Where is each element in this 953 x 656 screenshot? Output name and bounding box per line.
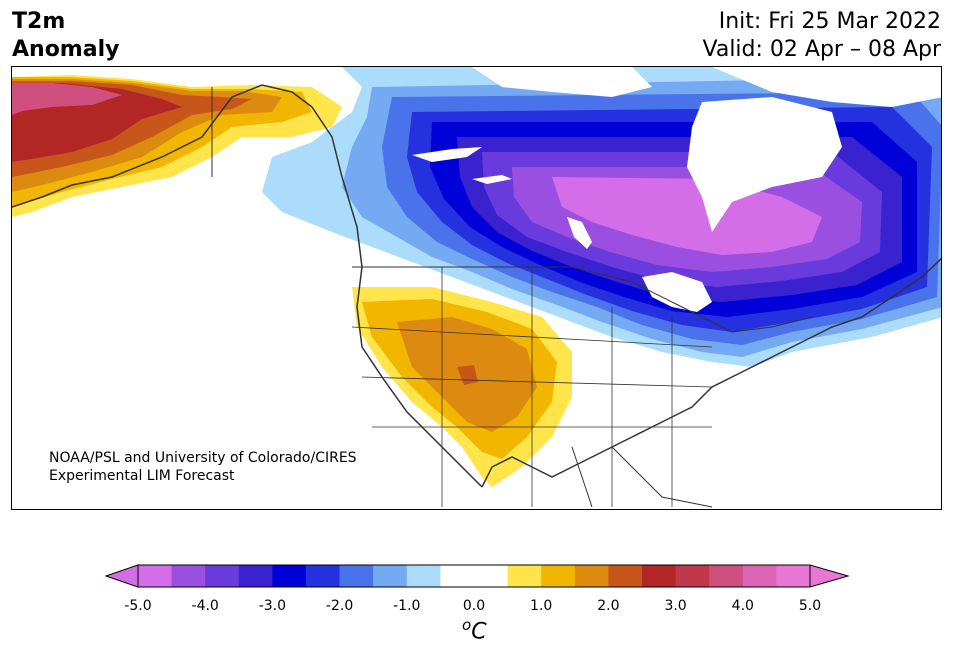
canada-cold-region (262, 67, 941, 367)
colorbar-min-arrow (104, 564, 139, 588)
anomaly-map (11, 66, 942, 510)
colorbar-cell (608, 565, 643, 587)
title-line-1: T2m (12, 9, 66, 34)
colorbar-tick-label: 4.0 (731, 598, 754, 614)
colorbar-cell (776, 565, 811, 587)
unit-base: C (471, 619, 487, 645)
colorbar-tick-label: 5.0 (798, 598, 822, 614)
colorbar-cell (507, 565, 542, 587)
valid-range: Valid: 02 Apr – 08 Apr (702, 37, 942, 62)
map-borders (12, 84, 941, 508)
colorbar-tick-label: 2.0 (597, 598, 620, 614)
title-line-2: Anomaly (12, 37, 120, 62)
unit-label: oC (462, 616, 487, 644)
colorbar-cell (574, 565, 609, 587)
colorbar-cell (272, 565, 307, 587)
colorbar-cell (541, 565, 576, 587)
colorbar-cell (709, 565, 744, 587)
southwest-warm-region (352, 287, 572, 487)
colorbar-cell (742, 565, 777, 587)
colorbar (104, 564, 850, 588)
colorbar-tick-label: 0.0 (462, 598, 486, 614)
colorbar-cell (373, 565, 408, 587)
colorbar-tick-label: -3.0 (258, 598, 287, 614)
colorbar-tick-label: 3.0 (664, 598, 687, 614)
credit-line-1: NOAA/PSL and University of Colorado/CIRE… (49, 450, 357, 466)
init-date: Init: Fri 25 Mar 2022 (718, 9, 941, 34)
colorbar-tick-label: -5.0 (124, 598, 152, 614)
colorbar-cell (440, 565, 475, 587)
colorbar-cell (138, 565, 173, 587)
colorbar-cell (238, 565, 273, 587)
colorbar-cell (642, 565, 677, 587)
colorbar-cell (205, 565, 240, 587)
credit-text: NOAA/PSL and University of Colorado/CIRE… (49, 449, 357, 485)
colorbar-tick-label: -1.0 (393, 598, 421, 614)
colorbar-cell (339, 565, 374, 587)
forecast-dates: Init: Fri 25 Mar 2022 Valid: 02 Apr – 08… (703, 8, 942, 64)
map-canvas (12, 67, 941, 508)
map-title: T2m Anomaly (12, 8, 119, 64)
colorbar-tick-label: 1.0 (530, 598, 553, 614)
colorbar-cell (474, 565, 509, 587)
colorbar-cell (306, 565, 341, 587)
alaska-warm-region (12, 75, 342, 217)
credit-line-2: Experimental LIM Forecast (49, 468, 235, 484)
colorbar-tick-label: -2.0 (325, 598, 354, 614)
colorbar-cell (675, 565, 710, 587)
colorbar-tick-label: -4.0 (191, 598, 219, 614)
colorbar-max-arrow (809, 564, 850, 588)
colorbar-cell (171, 565, 206, 587)
colorbar-cell (406, 565, 441, 587)
unit-degree-sup: o (462, 616, 472, 634)
